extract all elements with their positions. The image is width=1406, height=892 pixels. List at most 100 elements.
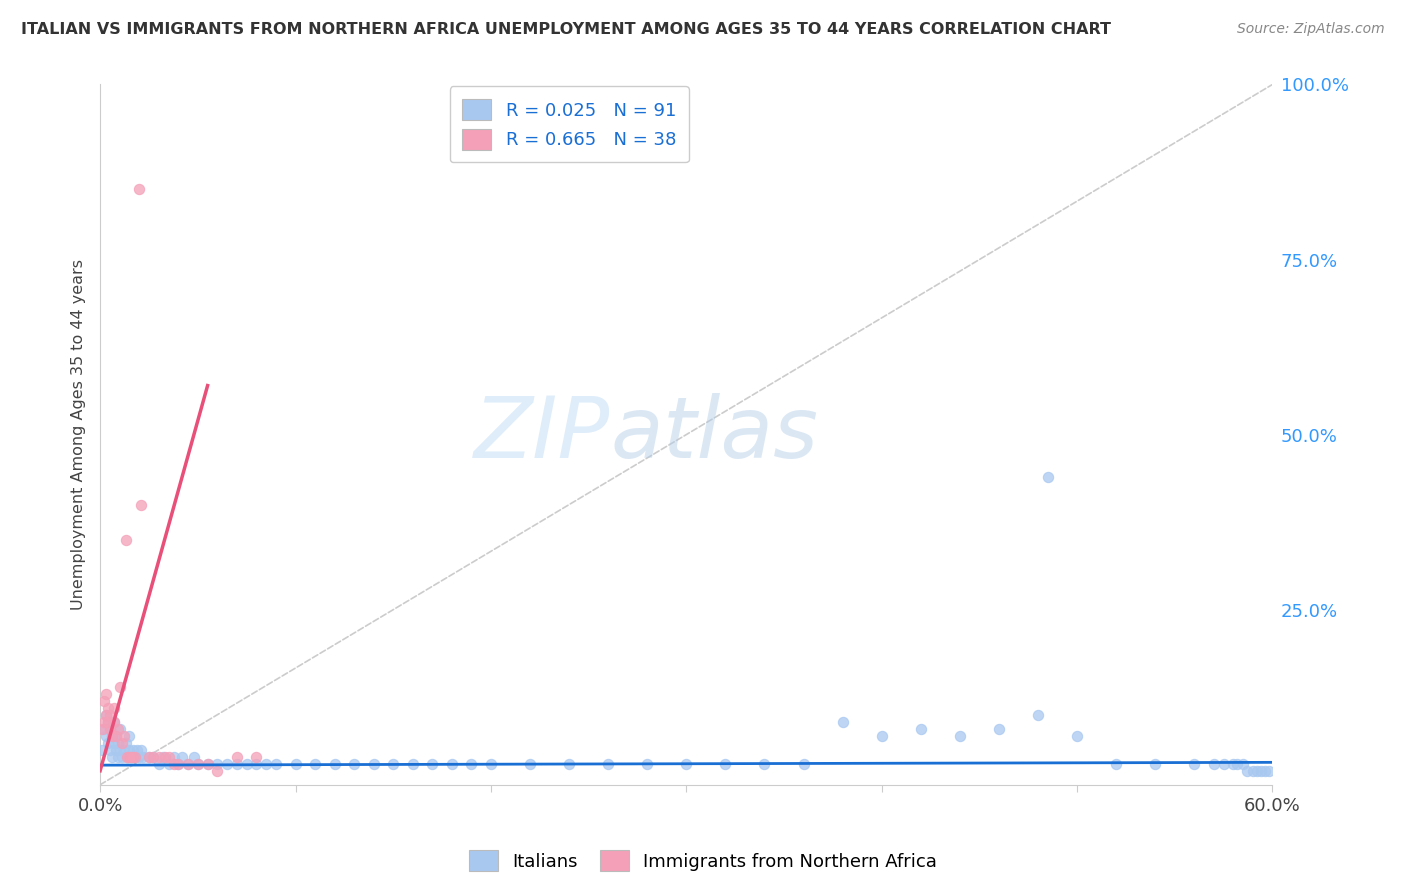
Point [142,749,165,764]
Point [94,707,117,722]
Point [987,722,1010,736]
Point [91,722,114,736]
Point [148,749,170,764]
Point [177,756,200,771]
Point [97,700,120,714]
Point [107,722,129,736]
Point [93,714,115,729]
Point [153,749,176,764]
Point [420,756,443,771]
Point [207,764,229,778]
Point [94,707,117,722]
Point [343,756,366,771]
Point [1182,756,1205,771]
Point [117,749,139,764]
Point [114,736,136,750]
Legend: R = 0.025   N = 91, R = 0.665   N = 38: R = 0.025 N = 91, R = 0.665 N = 38 [450,87,689,162]
Point [104,729,127,743]
Point [1250,764,1272,778]
Point [225,756,247,771]
Point [163,756,186,771]
Text: Source: ZipAtlas.com: Source: ZipAtlas.com [1237,22,1385,37]
Point [138,749,160,764]
Point [98,707,121,722]
Point [157,756,180,771]
Point [97,714,120,729]
Point [225,749,247,764]
Point [114,533,136,547]
Point [197,756,219,771]
Legend: Italians, Immigrants from Northern Africa: Italians, Immigrants from Northern Afric… [463,843,943,879]
Point [187,756,209,771]
Point [675,756,697,771]
Point [1212,756,1234,771]
Point [93,722,115,736]
Point [1226,756,1249,771]
Point [254,756,277,771]
Point [910,722,932,736]
Point [111,749,134,764]
Point [636,756,658,771]
Point [163,749,186,764]
Point [97,736,120,750]
Point [127,743,149,757]
Point [118,749,141,764]
Point [949,729,972,743]
Point [120,749,142,764]
Point [98,722,121,736]
Point [103,714,125,729]
Point [1036,469,1059,483]
Point [1026,707,1049,722]
Point [1222,756,1244,771]
Point [104,743,127,757]
Point [870,729,893,743]
Point [714,756,737,771]
Point [177,756,200,771]
Point [152,749,174,764]
Point [132,749,155,764]
Point [245,749,267,764]
Point [1257,764,1279,778]
Point [128,182,150,196]
Point [128,749,150,764]
Point [103,700,125,714]
Point [1144,756,1167,771]
Point [363,756,385,771]
Point [1236,764,1258,778]
Point [167,756,190,771]
Point [479,756,502,771]
Point [93,694,115,708]
Point [217,756,239,771]
Point [1253,764,1275,778]
Point [1066,729,1088,743]
Text: ZIP: ZIP [474,393,610,476]
Point [118,743,141,757]
Point [284,756,307,771]
Point [323,756,346,771]
Point [108,722,131,736]
Point [120,749,142,764]
Point [167,756,190,771]
Point [519,756,541,771]
Point [129,743,152,757]
Point [104,729,127,743]
Point [98,743,121,757]
Point [558,756,581,771]
Point [754,756,776,771]
Point [107,736,129,750]
Point [94,687,117,701]
Point [122,749,145,764]
Point [108,680,131,694]
Point [94,729,117,743]
Point [112,743,135,757]
Point [101,729,124,743]
Point [117,749,139,764]
Point [103,736,125,750]
Point [148,756,170,771]
Point [112,729,135,743]
Point [122,743,145,757]
Point [103,714,125,729]
Point [98,722,121,736]
Point [97,714,120,729]
Point [402,756,425,771]
